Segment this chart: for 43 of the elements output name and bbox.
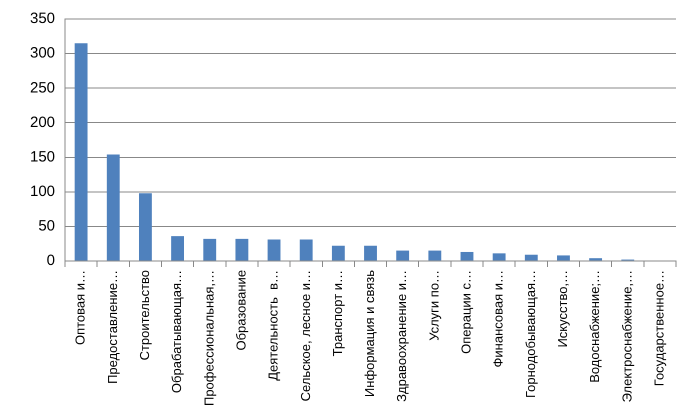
y-tick-label: 300 xyxy=(30,44,56,62)
bar xyxy=(364,246,377,260)
x-tick-label: Электроснабжение,… xyxy=(619,270,634,402)
y-tick-label: 200 xyxy=(30,114,56,131)
x-tick-label: Строительство xyxy=(136,270,152,360)
y-tick-label: 250 xyxy=(30,79,56,96)
y-tick-label: 50 xyxy=(38,218,56,235)
bar xyxy=(460,252,474,260)
bar xyxy=(74,43,88,260)
x-tick-label: Информация и связь xyxy=(362,270,378,398)
x-tick-label: Горнодобывающая… xyxy=(522,270,538,398)
bar xyxy=(138,193,152,260)
x-tick-label: Сельское, лесное и… xyxy=(298,270,313,402)
bar xyxy=(203,238,216,260)
bar xyxy=(557,255,570,260)
bar xyxy=(106,154,120,260)
x-tick-label: Предоставление… xyxy=(104,270,120,384)
bar xyxy=(171,236,184,260)
x-tick-label: Искусство,… xyxy=(555,270,570,348)
bar xyxy=(268,240,280,260)
bar xyxy=(428,250,442,260)
x-tick-label: Финансовая и… xyxy=(490,270,506,368)
x-tick-label: Операции с… xyxy=(458,270,474,354)
bar xyxy=(235,238,248,260)
bar xyxy=(524,254,538,260)
x-tick-label: Транспорт и… xyxy=(330,270,345,356)
y-tick-label: 350 xyxy=(30,10,56,28)
bar xyxy=(396,250,410,260)
x-tick-label: Государственное… xyxy=(652,270,666,386)
y-tick-label: 0 xyxy=(46,252,56,270)
x-tick-label: Профессиональная,… xyxy=(201,270,216,406)
x-tick-label: Деятельность в… xyxy=(266,270,281,381)
y-tick-label: 100 xyxy=(30,182,56,200)
x-tick-label: Водоснабжение;… xyxy=(587,270,602,383)
bar xyxy=(492,253,506,260)
x-tick-label: Оптовая и… xyxy=(72,270,88,346)
y-tick-label: 150 xyxy=(30,148,56,166)
x-tick-label: Образование xyxy=(233,270,248,351)
x-tick-label: Здравоохранение и… xyxy=(394,270,410,402)
x-tick-label: Услуги по… xyxy=(426,270,442,341)
x-tick-label: Обрабатывающая… xyxy=(169,270,184,394)
bar xyxy=(300,240,313,260)
bar xyxy=(332,246,345,260)
